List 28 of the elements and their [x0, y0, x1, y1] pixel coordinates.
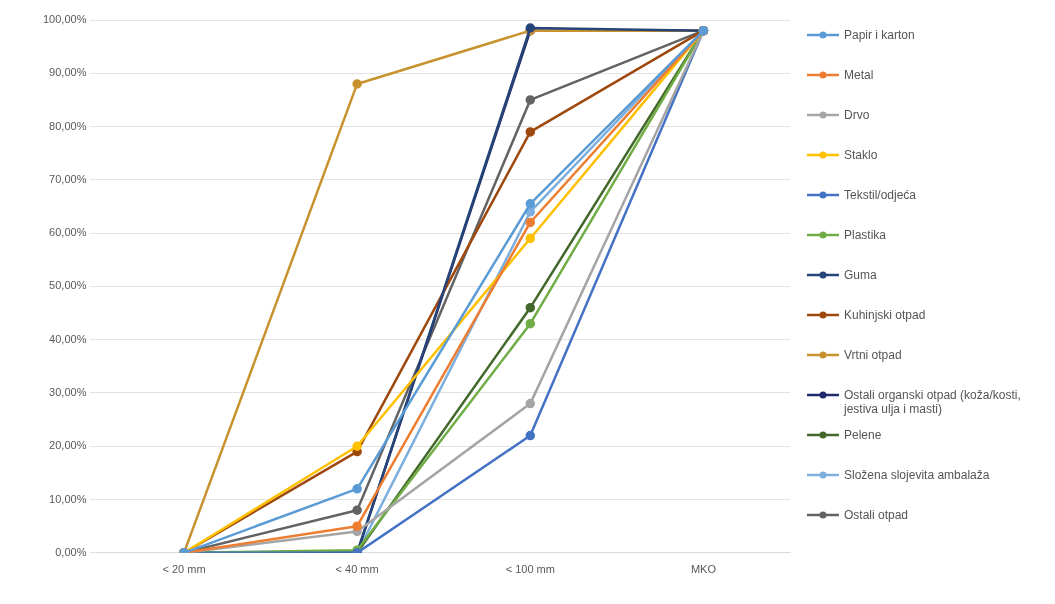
- y-tick-label: 90,00%: [49, 66, 87, 79]
- x-tick-label: < 40 mm: [335, 563, 379, 576]
- legend-label: Staklo: [844, 148, 878, 162]
- legend-label: Plastika: [844, 228, 887, 242]
- legend-label: Vrtni otpad: [844, 348, 902, 362]
- y-tick-label: 100,00%: [42, 13, 87, 26]
- legend-label: Kuhinjski otpad: [844, 308, 926, 322]
- y-tick-label: 20,00%: [49, 439, 87, 452]
- y-tick-label: 60,00%: [49, 226, 87, 239]
- y-tick-label: 70,00%: [49, 172, 87, 185]
- legend-label: Pelene: [844, 428, 882, 442]
- x-tick-label: < 20 mm: [162, 563, 206, 576]
- legend-label: Guma: [844, 268, 877, 282]
- legend-label: Složena slojevita ambalaža: [844, 468, 990, 482]
- y-tick-label: 50,00%: [49, 279, 87, 292]
- legend-label: Papir i karton: [844, 28, 915, 42]
- y-tick-label: 30,00%: [49, 385, 87, 398]
- x-tick-label: < 100 mm: [505, 563, 555, 576]
- legend-label: Ostali otpad: [844, 508, 909, 522]
- x-tick-label: MKO: [690, 563, 717, 576]
- y-tick-label: 80,00%: [49, 119, 87, 132]
- legend-label: Drvo: [844, 108, 870, 122]
- legend-label: Tekstil/odjeća: [844, 188, 917, 202]
- legend-label: Ostali organski otpad (koža/kosti, jestiva ulja i masti): [844, 388, 1022, 416]
- y-tick-label: 10,00%: [49, 492, 87, 505]
- y-tick-label: 0,00%: [55, 545, 87, 558]
- legend-label: Metal: [844, 68, 874, 82]
- y-tick-label: 40,00%: [49, 332, 87, 345]
